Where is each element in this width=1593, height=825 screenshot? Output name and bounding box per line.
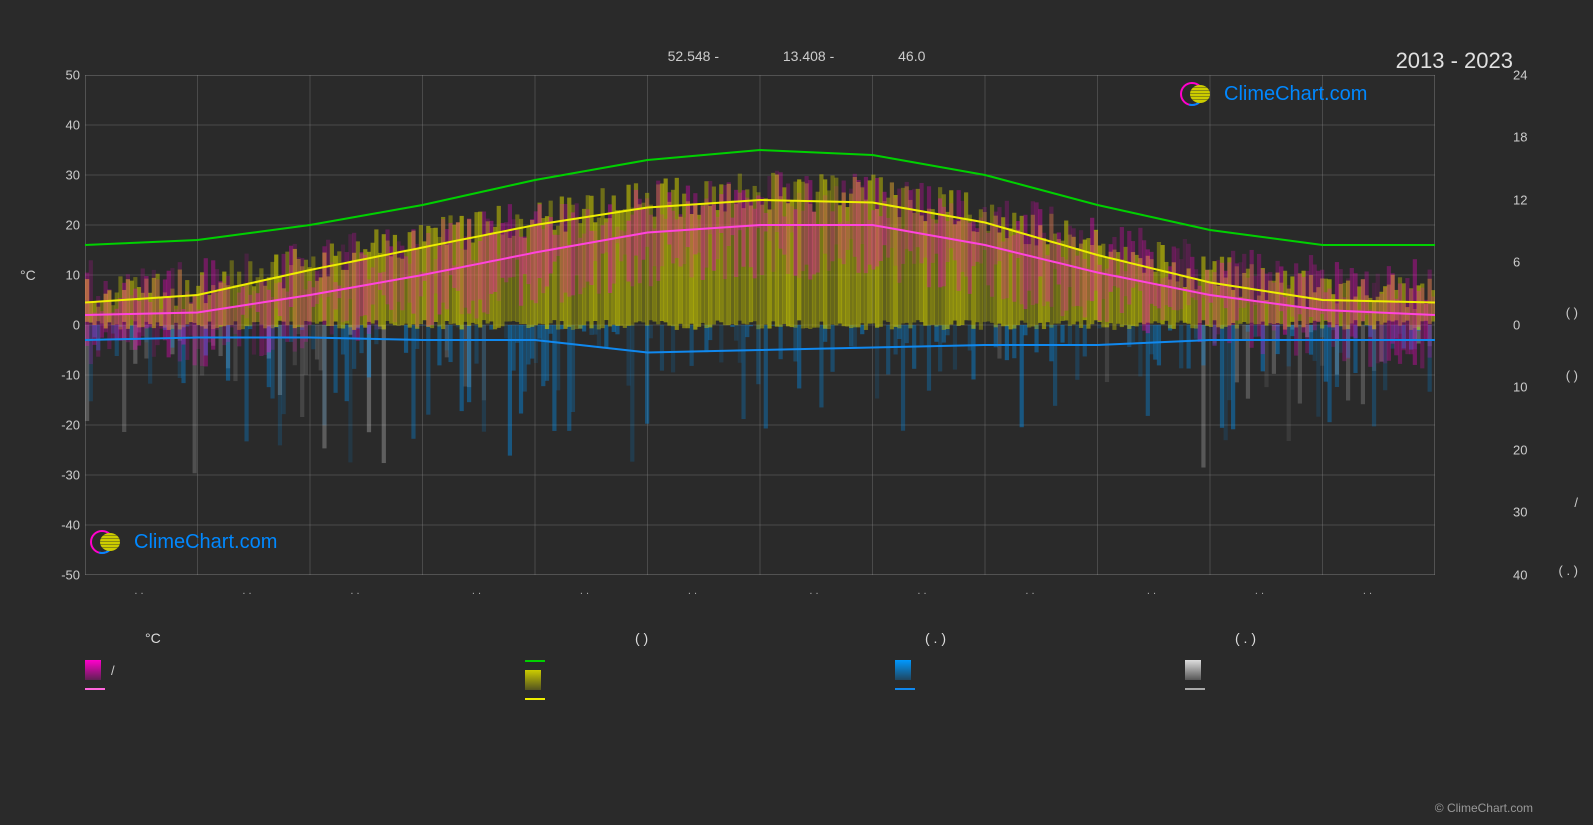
legend-header-2: ( ) — [635, 630, 648, 646]
y-left-tick: 20 — [66, 218, 80, 233]
lat: 52.548 - — [668, 48, 719, 64]
y-right-tick: 24 — [1513, 68, 1527, 83]
y-right-tick: 18 — [1513, 130, 1527, 145]
legend-swatch — [85, 688, 105, 690]
x-tick: . . — [134, 585, 143, 597]
y-right-tick: 40 — [1513, 568, 1527, 583]
watermark-top: ClimeChart.com — [1180, 80, 1367, 108]
y-right-tick: 6 — [1513, 255, 1520, 270]
x-tick: . . — [917, 585, 926, 597]
legend-swatch — [1185, 688, 1205, 690]
watermark-text: ClimeChart.com — [1224, 83, 1367, 106]
x-tick: . . — [1255, 585, 1264, 597]
right-axis-label: ( ) — [1566, 368, 1578, 383]
y-left-tick: 30 — [66, 168, 80, 183]
y-left-tick: 50 — [66, 68, 80, 83]
legend-swatch — [895, 660, 911, 680]
legend-swatch — [895, 688, 915, 690]
legend-column — [1185, 660, 1215, 698]
x-tick: . . — [1025, 585, 1034, 597]
y-right-tick: 10 — [1513, 380, 1527, 395]
y-axis-left: 50403020100-10-20-30-40-50 — [40, 75, 80, 575]
lon: 13.408 - — [783, 48, 834, 64]
watermark-text: ClimeChart.com — [134, 531, 277, 554]
legend-item — [525, 660, 555, 662]
legend-header-1: °C — [145, 630, 161, 646]
legend-swatch — [525, 698, 545, 700]
y-left-tick: -50 — [61, 568, 80, 583]
climechart-logo-icon — [1180, 80, 1216, 108]
legend-swatch — [85, 660, 101, 680]
legend-item — [85, 688, 115, 690]
x-tick: . . — [350, 585, 359, 597]
legend-item — [525, 670, 555, 690]
y-left-tick: -40 — [61, 518, 80, 533]
elev: 46.0 — [898, 48, 925, 64]
x-tick: . . — [1147, 585, 1156, 597]
x-tick: . . — [472, 585, 481, 597]
x-tick: . . — [809, 585, 818, 597]
y-right-tick: 12 — [1513, 193, 1527, 208]
x-tick: . . — [242, 585, 251, 597]
header-coordinates: 52.548 - 13.408 - 46.0 — [0, 48, 1593, 64]
legend-column — [525, 660, 555, 708]
legend-item: / — [85, 660, 115, 680]
y-left-tick: 0 — [73, 318, 80, 333]
y-left-tick: -20 — [61, 418, 80, 433]
legend-item — [895, 660, 925, 680]
right-axis-label: / — [1574, 495, 1578, 510]
legend-swatch — [1185, 660, 1201, 680]
y-right-tick: 20 — [1513, 443, 1527, 458]
legend-item — [525, 698, 555, 700]
year-range: 2013 - 2023 — [1396, 48, 1513, 74]
legend-label: / — [111, 663, 115, 678]
y-left-tick: -30 — [61, 468, 80, 483]
legend-header-4: ( . ) — [1235, 630, 1256, 646]
legend-header-3: ( . ) — [925, 630, 946, 646]
x-tick: . . — [688, 585, 697, 597]
right-axis-label: ( ) — [1566, 305, 1578, 320]
legend-column — [895, 660, 925, 698]
climechart-logo-icon — [90, 528, 126, 556]
x-axis: . . . . . . . . . . . . . . . . . . . . . . . . — [85, 585, 1435, 605]
y-right-tick: 30 — [1513, 505, 1527, 520]
y-right-tick: 0 — [1513, 318, 1520, 333]
legend-item — [1185, 688, 1215, 690]
y-axis-left-label: °C — [20, 267, 36, 283]
legend-item — [1185, 660, 1215, 680]
y-left-tick: 10 — [66, 268, 80, 283]
y-axis-right: 2418126010203040 — [1513, 75, 1553, 575]
legend-swatch — [525, 670, 541, 690]
x-tick: . . — [580, 585, 589, 597]
legend-swatch — [525, 660, 545, 662]
copyright: © ClimeChart.com — [1435, 801, 1533, 815]
legend-column: / — [85, 660, 115, 698]
right-axis-label: ( . ) — [1559, 563, 1579, 578]
y-left-tick: -10 — [61, 368, 80, 383]
x-tick: . . — [1363, 585, 1372, 597]
legend-item — [895, 688, 925, 690]
y-left-tick: 40 — [66, 118, 80, 133]
chart-plot-area: ClimeChart.com ClimeChart.com — [85, 75, 1435, 575]
watermark-bottom: ClimeChart.com — [90, 528, 277, 556]
legend-header: °C ( ) ( . ) ( . ) — [85, 630, 1435, 655]
